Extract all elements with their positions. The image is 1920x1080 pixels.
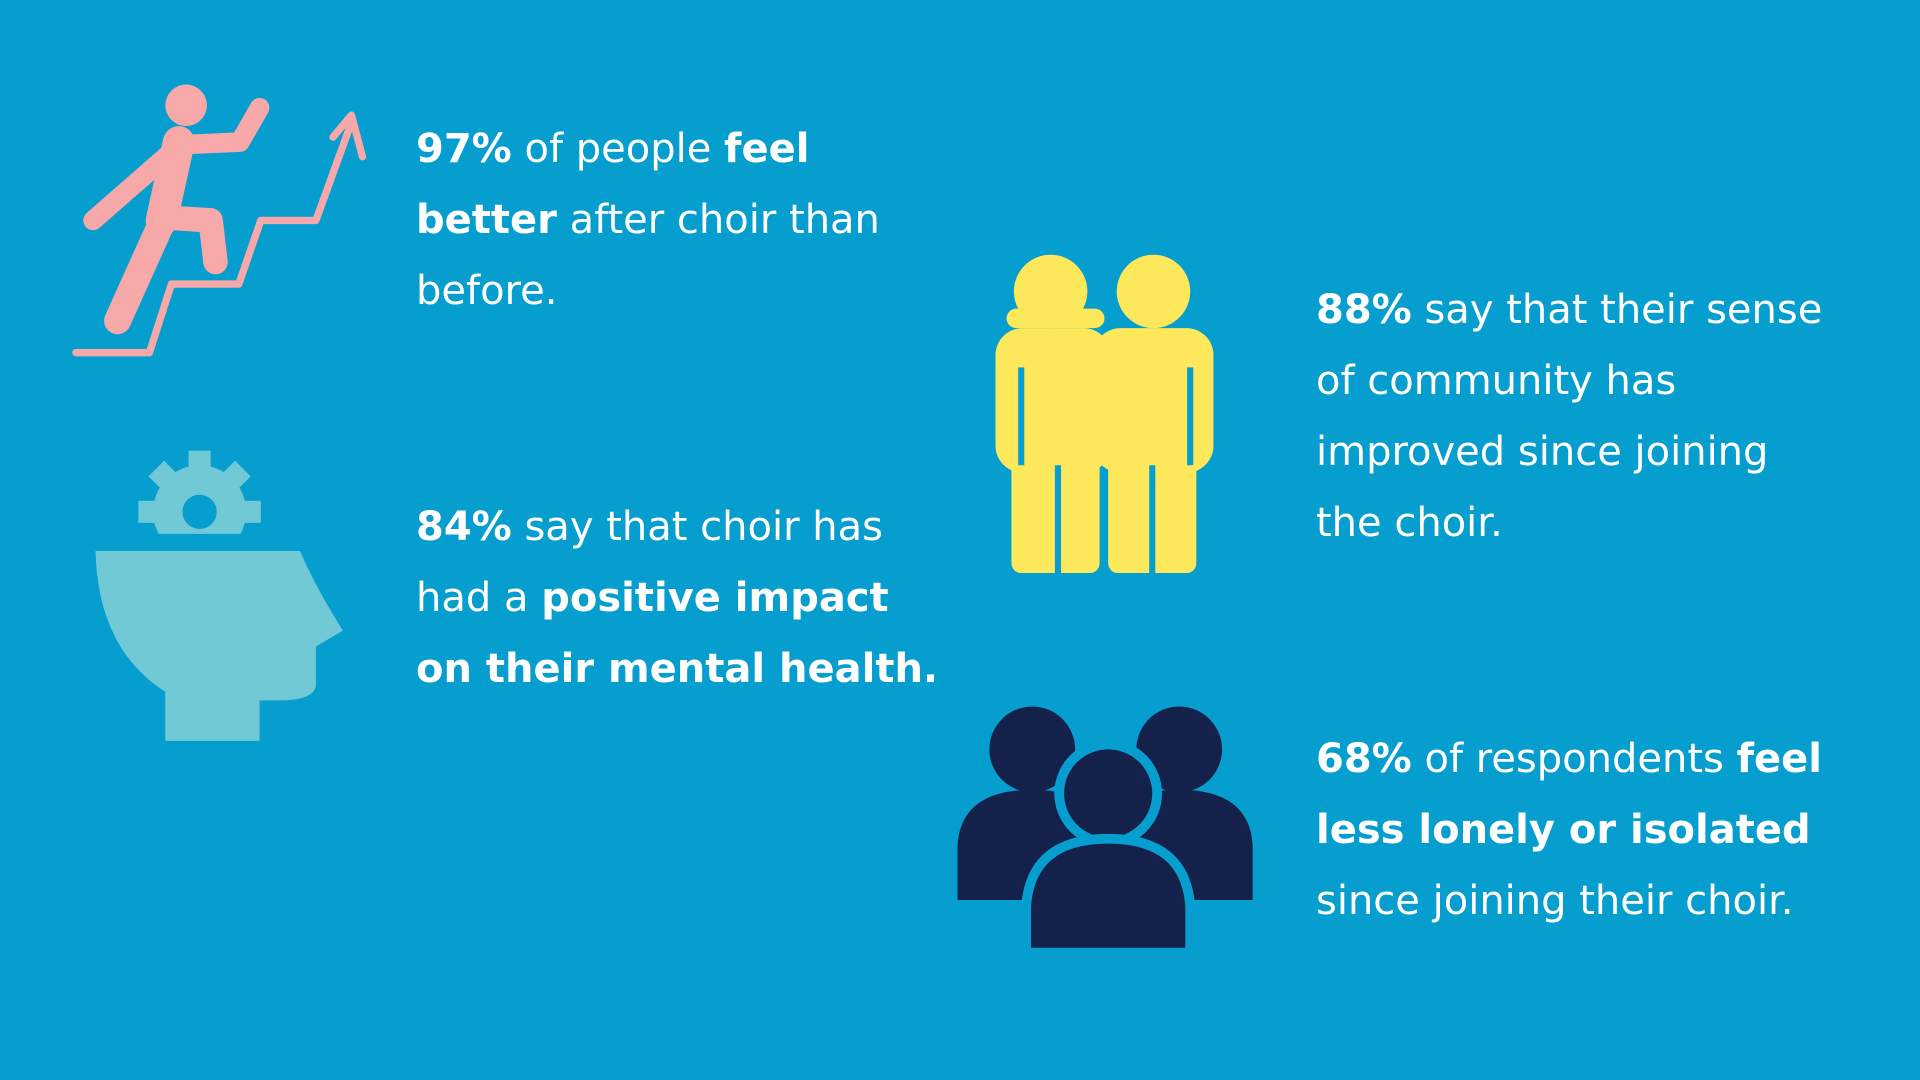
text-line: before. <box>416 256 880 327</box>
bold-text: less lonely or isolated <box>1316 807 1811 853</box>
text-line: the choir. <box>1316 488 1822 559</box>
bold-text: feel <box>724 126 810 172</box>
bold-text: feel <box>1736 736 1822 782</box>
text-line: 68% of respondents feel <box>1316 724 1822 795</box>
stat-text: 88% say that their sense of community has… <box>1316 275 1822 559</box>
text-line: improved since joining <box>1316 417 1822 488</box>
bold-text: 97% <box>416 126 512 172</box>
text: of respondents <box>1411 736 1737 782</box>
text: of community has <box>1316 358 1677 404</box>
text-line: less lonely or isolated <box>1316 795 1822 866</box>
text: say that choir has <box>511 504 883 550</box>
text-line: 84% say that choir has <box>416 492 938 563</box>
group-icon <box>957 706 1253 958</box>
text: say that their sense <box>1411 287 1823 333</box>
text: since joining their choir. <box>1316 878 1794 924</box>
mind-icon <box>95 450 343 741</box>
text-line: 88% say that their sense <box>1316 275 1822 346</box>
text-line: since joining their choir. <box>1316 866 1822 937</box>
text-line: on their mental health. <box>416 634 938 705</box>
bold-text: 88% <box>1316 287 1412 333</box>
text: improved since joining <box>1316 429 1769 475</box>
friends-icon <box>995 254 1214 574</box>
stat-text: 84% say that choir has had a positive imp… <box>416 492 938 705</box>
bold-text: 84% <box>416 504 512 550</box>
text-line: 97% of people feel <box>416 114 880 185</box>
text-line: had a positive impact <box>416 563 938 634</box>
text: had a <box>416 575 542 621</box>
text: the choir. <box>1316 500 1503 546</box>
bold-text: positive impact <box>541 575 889 621</box>
text: before. <box>416 268 558 314</box>
text-line: better after choir than <box>416 185 880 256</box>
bold-text: on their mental health. <box>416 646 939 692</box>
bold-text: 68% <box>1316 736 1412 782</box>
text: after choir than <box>556 197 880 243</box>
bold-text: better <box>416 197 557 243</box>
stat-text: 97% of people feel better after choir tha… <box>416 114 880 327</box>
text-line: of community has <box>1316 346 1822 417</box>
text: of people <box>511 126 725 172</box>
climber-icon <box>72 84 367 357</box>
stat-text: 68% of respondents feel less lonely or is… <box>1316 724 1822 937</box>
